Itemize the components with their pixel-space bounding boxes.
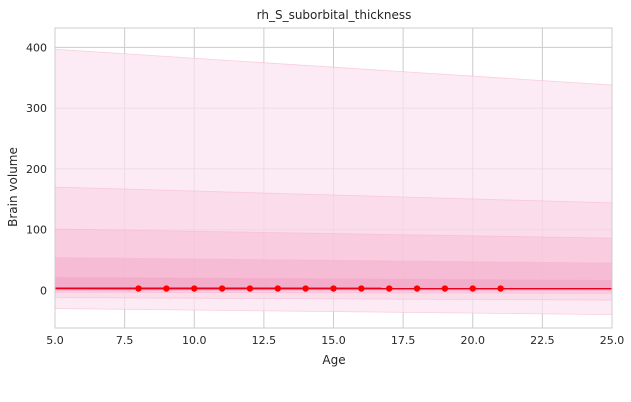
data-point	[163, 285, 170, 292]
data-point	[413, 285, 421, 292]
data-point	[330, 285, 337, 292]
percentile-band	[55, 257, 612, 291]
x-tick-label: 22.5	[530, 334, 555, 347]
data-point	[441, 285, 449, 292]
data-point	[191, 285, 198, 292]
data-point	[386, 285, 393, 292]
bands-group	[55, 48, 612, 316]
x-axis-label: Age	[322, 353, 345, 367]
x-tick-label: 15.0	[321, 334, 346, 347]
x-tick-label: 10.0	[182, 334, 207, 347]
plot-frame	[54, 27, 613, 329]
data-point	[135, 285, 142, 292]
plot-area	[54, 27, 613, 329]
y-tick-label: 400	[26, 41, 47, 54]
x-tick-label: 7.5	[116, 334, 134, 347]
data-point	[274, 285, 281, 292]
data-point	[246, 285, 254, 292]
y-tick-label: 200	[26, 163, 47, 176]
x-tick-label: 25.0	[600, 334, 625, 347]
data-point	[302, 285, 309, 292]
x-tick-label: 17.5	[391, 334, 416, 347]
x-tick-label: 5.0	[46, 334, 64, 347]
y-tick-label: 0	[40, 284, 47, 297]
y-axis-label: Brain volume	[6, 147, 20, 227]
chart-title: rh_S_suborbital_thickness	[257, 8, 412, 22]
data-point	[358, 285, 365, 292]
y-tick-label: 100	[26, 224, 47, 237]
y-tick-label: 300	[26, 102, 47, 115]
data-point	[469, 285, 476, 292]
data-point	[497, 285, 504, 292]
x-tick-label: 12.5	[252, 334, 277, 347]
data-point	[218, 285, 226, 292]
percentile-band	[55, 228, 612, 294]
x-tick-label: 20.0	[461, 334, 486, 347]
percentile-band	[55, 186, 612, 301]
